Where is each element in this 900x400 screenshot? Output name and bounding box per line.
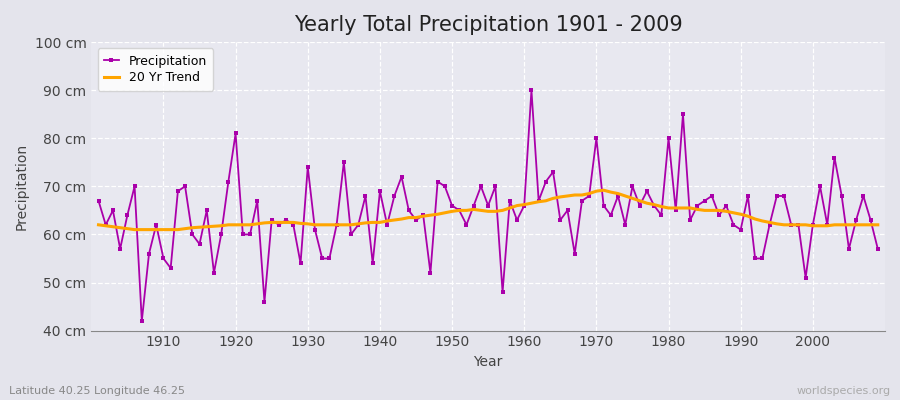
20 Yr Trend xyxy=(93,222,104,227)
Precipitation xyxy=(93,198,104,203)
20 Yr Trend xyxy=(598,188,609,192)
Precipitation xyxy=(872,246,883,251)
Precipitation xyxy=(526,88,536,92)
Precipitation xyxy=(137,318,148,323)
Precipitation xyxy=(518,203,529,208)
X-axis label: Year: Year xyxy=(473,355,503,369)
Precipitation xyxy=(620,222,631,227)
Precipitation xyxy=(158,256,169,261)
20 Yr Trend xyxy=(130,227,140,232)
Precipitation xyxy=(360,194,371,198)
20 Yr Trend xyxy=(620,194,631,198)
20 Yr Trend xyxy=(360,220,371,225)
Text: worldspecies.org: worldspecies.org xyxy=(796,386,891,396)
Y-axis label: Precipitation: Precipitation xyxy=(15,143,29,230)
Precipitation xyxy=(534,198,544,203)
20 Yr Trend xyxy=(158,227,169,232)
Legend: Precipitation, 20 Yr Trend: Precipitation, 20 Yr Trend xyxy=(97,48,213,91)
Text: Latitude 40.25 Longitude 46.25: Latitude 40.25 Longitude 46.25 xyxy=(9,386,185,396)
Precipitation xyxy=(317,256,328,261)
Line: Precipitation: Precipitation xyxy=(97,88,879,323)
20 Yr Trend xyxy=(317,222,328,227)
Title: Yearly Total Precipitation 1901 - 2009: Yearly Total Precipitation 1901 - 2009 xyxy=(293,15,682,35)
20 Yr Trend xyxy=(872,222,883,227)
20 Yr Trend xyxy=(526,201,536,206)
20 Yr Trend xyxy=(518,202,529,207)
Line: 20 Yr Trend: 20 Yr Trend xyxy=(98,190,878,230)
